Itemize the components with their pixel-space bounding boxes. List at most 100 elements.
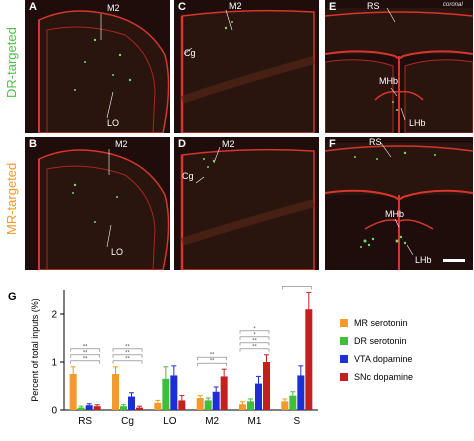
x-tick-label: LO	[163, 416, 177, 427]
bar-lo-1	[162, 378, 170, 410]
panel-a-image	[38, 10, 170, 133]
bar-cg-1	[120, 406, 127, 410]
panel-b: B M2 LO	[25, 137, 170, 270]
bar-m2-1	[204, 400, 212, 410]
panel-c-image	[180, 9, 316, 133]
panel-f-annotation-mhb: MHb	[385, 209, 405, 219]
significance-mark: **	[210, 353, 215, 359]
panel-b-annotation-lo: LO	[111, 247, 124, 257]
y-tick-label: 1	[51, 358, 57, 369]
bar-m1-3	[263, 362, 270, 410]
chart-g: G 0 1 2 Percent of total inputs (%) RS ** ** ** C…	[0, 264, 474, 436]
y-tick-label: 2	[51, 310, 57, 321]
significance-bracket	[70, 348, 100, 352]
panel-e-annotation-rs: RS	[367, 1, 380, 11]
panel-b-annotation-m2: M2	[115, 139, 128, 149]
panel-f-image	[325, 142, 473, 270]
bar-rs-3	[93, 406, 101, 410]
legend-swatch	[340, 337, 348, 345]
significance-bracket	[239, 330, 270, 334]
significance-bracket	[112, 354, 143, 358]
significance-mark: **	[125, 356, 130, 362]
panel-e-orientation: coronal	[443, 2, 463, 8]
legend-label: VTA dopamine	[354, 354, 412, 364]
x-tick-label: Cg	[121, 416, 134, 427]
significance-bracket	[112, 348, 143, 352]
significance-bracket	[112, 360, 143, 364]
panel-f: F RS MHb LHb	[325, 137, 473, 270]
panel-f-annotation-lhb: LHb	[415, 255, 432, 265]
significance-bracket	[197, 356, 227, 361]
significance-mark: **	[125, 344, 130, 350]
significance-bracket	[70, 360, 100, 364]
bar-s-2	[297, 375, 305, 410]
panel-e-annotation-mhb: MHb	[379, 76, 399, 86]
significance-bracket	[239, 348, 270, 352]
panel-b-image	[38, 149, 170, 270]
significance-mark: **	[294, 286, 299, 288]
legend-label: MR serotonin	[354, 318, 408, 328]
significance-bracket	[70, 354, 100, 358]
significance-bracket	[239, 336, 270, 340]
legend-swatch	[340, 355, 348, 363]
bar-m2-0	[196, 398, 204, 410]
panel-d-image	[180, 146, 316, 270]
bar-m2-3	[220, 376, 228, 410]
panel-c: C M2 Cg	[174, 0, 319, 133]
bar-m2-2	[212, 391, 220, 410]
scale-bar	[443, 259, 465, 262]
panel-b-label: B	[29, 138, 37, 150]
panel-a: A M2 LO	[25, 0, 170, 133]
significance-mark: **	[83, 350, 88, 356]
panel-a-annotation-lo: LO	[107, 118, 120, 128]
legend-swatch	[340, 319, 348, 327]
panel-f-annotation-rs: RS	[369, 137, 382, 147]
panel-e-label: E	[329, 1, 337, 13]
y-tick-label: 0	[51, 406, 57, 417]
significance-mark: **	[252, 338, 257, 344]
legend-label: SNc dopamine	[354, 372, 413, 382]
bar-cg-2	[128, 396, 135, 410]
x-tick-label: S	[293, 416, 300, 427]
panel-a-annotation-m2: M2	[107, 3, 120, 13]
bar-lo-0	[154, 402, 162, 410]
panel-d-annotation-m2: M2	[222, 139, 235, 149]
y-axis-label: Percent of total inputs (%)	[30, 298, 40, 402]
chart-panel-label: G	[8, 291, 17, 303]
panel-c-label: C	[178, 1, 186, 13]
significance-mark: *	[253, 332, 256, 338]
panel-d-annotation-cg: Cg	[182, 171, 194, 181]
x-tick-label: M2	[205, 416, 219, 427]
panel-a-label: A	[29, 1, 37, 13]
panel-e-annotation-lhb: LHb	[409, 118, 426, 128]
panel-e: E coronal RS MHb LHb	[325, 0, 473, 133]
bar-lo-3	[178, 400, 186, 410]
panel-f-label: F	[329, 138, 336, 150]
panel-d-label: D	[178, 138, 186, 150]
x-tick-label: M1	[248, 416, 262, 427]
bar-m1-2	[255, 383, 262, 410]
row-label-dr-targeted: DR-targeted	[4, 27, 19, 98]
significance-bracket	[239, 342, 270, 346]
significance-mark: **	[125, 350, 130, 356]
panel-c-annotation-m2: M2	[229, 1, 242, 11]
x-tick-label: RS	[78, 416, 92, 427]
bar-s-3	[305, 309, 313, 410]
legend-label: DR serotonin	[354, 336, 407, 346]
significance-mark: **	[210, 359, 215, 365]
panel-c-annotation-cg: Cg	[184, 48, 196, 58]
panel-d: D M2 Cg	[174, 137, 319, 270]
panel-e-image	[325, 7, 473, 133]
bar-rs-1	[77, 407, 85, 410]
significance-mark: **	[252, 344, 257, 350]
bar-s-1	[289, 395, 297, 410]
row-label-mr-targeted: MR-targeted	[4, 162, 19, 235]
significance-bracket	[197, 362, 227, 367]
bar-rs-0	[69, 374, 77, 410]
bar-s-0	[281, 401, 289, 410]
bar-lo-2	[170, 375, 178, 410]
bar-rs-2	[85, 405, 93, 410]
bar-cg-3	[136, 407, 143, 410]
bar-cg-0	[112, 374, 119, 410]
